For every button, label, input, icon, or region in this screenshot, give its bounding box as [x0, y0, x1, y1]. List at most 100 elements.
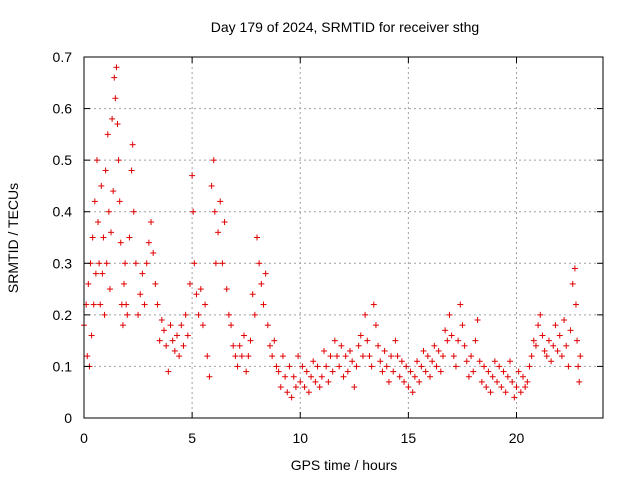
data-point: [204, 353, 211, 360]
data-point: [519, 373, 526, 380]
data-point: [403, 363, 410, 370]
data-point: [483, 384, 490, 391]
data-point: [381, 347, 388, 354]
data-point: [128, 167, 135, 174]
data-point: [351, 384, 358, 391]
data-point: [517, 389, 524, 396]
data-point: [331, 337, 338, 344]
data-point: [448, 332, 455, 339]
data-point: [548, 358, 555, 365]
data-point: [225, 311, 232, 318]
data-point: [558, 353, 565, 360]
data-point: [325, 378, 332, 385]
data-point: [169, 337, 176, 344]
data-point: [195, 311, 202, 318]
data-point: [457, 301, 464, 308]
data-point: [102, 167, 109, 174]
data-point: [148, 219, 155, 226]
data-point: [476, 358, 483, 365]
data-point: [190, 208, 197, 215]
data-point: [535, 322, 542, 329]
data-point: [472, 337, 479, 344]
data-point: [491, 358, 498, 365]
data-point: [110, 188, 117, 195]
x-axis-label: GPS time / hours: [291, 457, 398, 473]
data-point: [117, 239, 124, 246]
data-point: [545, 337, 552, 344]
data-point: [355, 342, 362, 349]
data-point: [223, 286, 230, 293]
data-point: [571, 265, 578, 272]
data-point: [145, 239, 152, 246]
data-point: [98, 182, 105, 189]
data-point: [468, 353, 475, 360]
data-point: [368, 363, 375, 370]
data-point: [577, 353, 584, 360]
data-point: [392, 337, 399, 344]
data-point: [364, 337, 371, 344]
data-point: [93, 157, 100, 164]
data-point: [314, 363, 321, 370]
data-point: [424, 353, 431, 360]
data-point: [418, 363, 425, 370]
data-point: [88, 332, 95, 339]
data-point: [122, 260, 129, 267]
chart-title: Day 179 of 2024, SRMTID for receiver sth…: [211, 19, 479, 35]
data-point: [437, 368, 444, 375]
data-point: [254, 234, 260, 241]
data-point: [342, 353, 349, 360]
data-point: [161, 327, 168, 334]
data-point: [379, 368, 386, 375]
data-point: [95, 219, 102, 226]
data-point: [524, 378, 531, 385]
data-point: [370, 301, 377, 308]
data-point: [249, 291, 256, 298]
data-point: [221, 219, 228, 226]
data-point: [359, 353, 366, 360]
data-point: [340, 373, 347, 380]
data-point: [297, 378, 304, 385]
data-point: [130, 208, 137, 215]
data-point: [228, 322, 235, 329]
data-point: [450, 353, 457, 360]
x-tick-label: 0: [80, 430, 88, 446]
data-point: [574, 337, 581, 344]
data-point: [398, 358, 405, 365]
data-point: [197, 286, 204, 293]
data-point: [338, 342, 345, 349]
data-point: [563, 342, 570, 349]
data-point: [234, 363, 241, 370]
data-point: [509, 378, 516, 385]
data-point: [511, 394, 518, 401]
data-point: [129, 141, 136, 148]
data-point: [124, 311, 131, 318]
data-point: [323, 363, 330, 370]
plot-frame: [83, 56, 604, 419]
data-point: [173, 332, 180, 339]
data-point: [90, 301, 97, 308]
data-point: [156, 337, 163, 344]
data-point: [528, 353, 535, 360]
data-point: [362, 311, 369, 318]
data-point: [116, 198, 123, 205]
data-point: [89, 234, 96, 241]
data-point: [132, 260, 139, 267]
data-point: [275, 368, 282, 375]
data-point: [405, 384, 412, 391]
data-point: [537, 311, 544, 318]
data-point: [310, 358, 317, 365]
data-point: [264, 322, 271, 329]
data-point: [217, 198, 224, 205]
data-point: [349, 358, 356, 365]
data-point: [532, 342, 539, 349]
data-point: [515, 368, 522, 375]
data-point: [199, 322, 206, 329]
data-point: [411, 373, 418, 380]
x-tick-label: 5: [188, 430, 196, 446]
x-tick-label: 10: [292, 430, 308, 446]
data-point: [576, 378, 583, 385]
data-point: [489, 373, 496, 380]
data-point: [530, 337, 537, 344]
data-point: [104, 131, 111, 138]
